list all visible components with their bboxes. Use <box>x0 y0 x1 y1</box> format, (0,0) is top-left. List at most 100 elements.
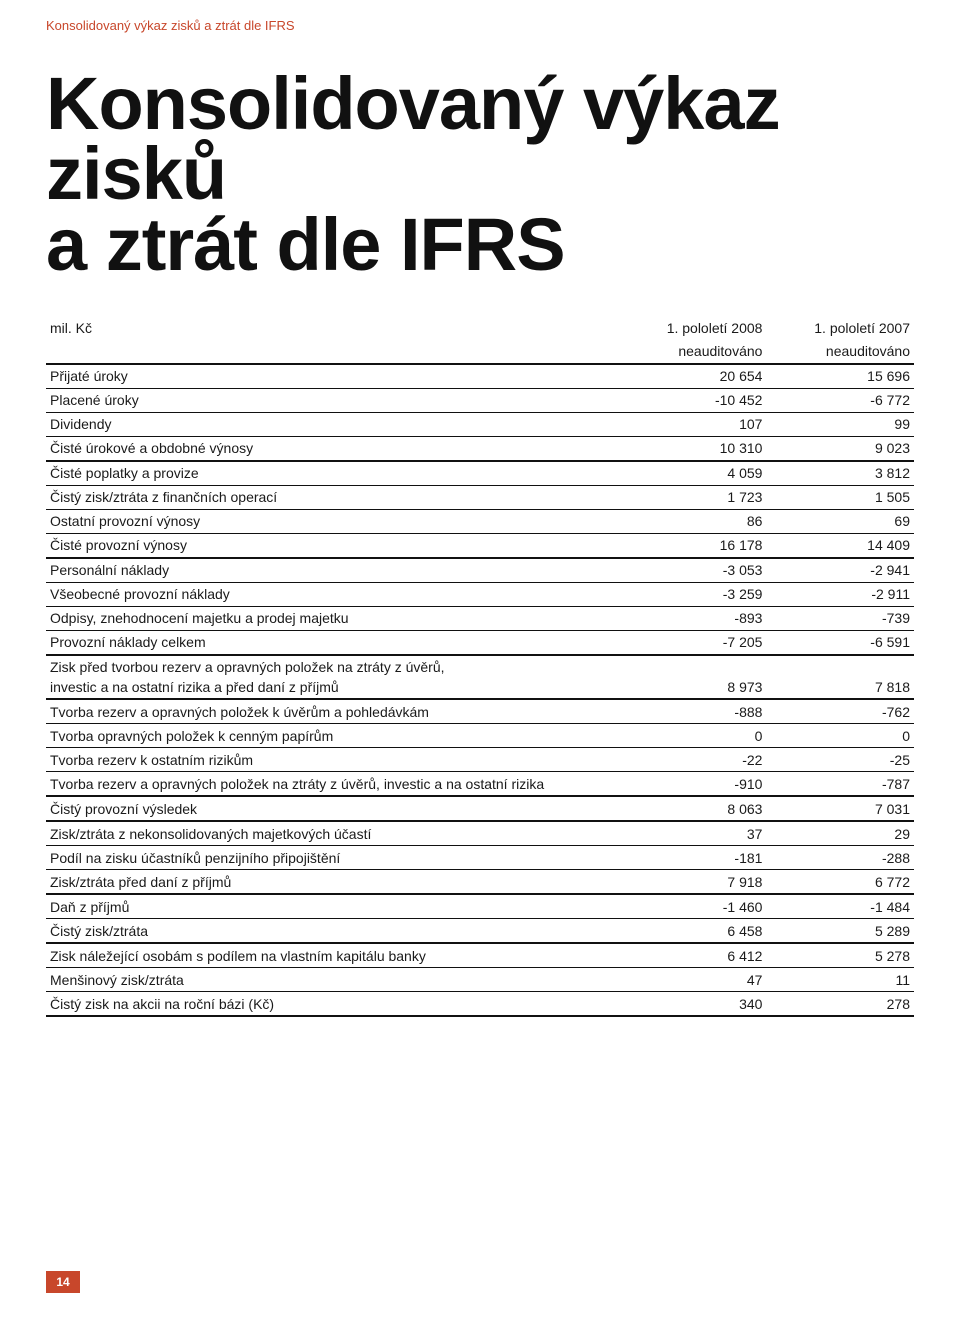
row-value-1: -910 <box>619 772 767 797</box>
table-row: Tvorba rezerv a opravných položek k úvěr… <box>46 699 914 724</box>
table-row: Odpisy, znehodnocení majetku a prodej ma… <box>46 606 914 630</box>
table-row: Podíl na zisku účastníků penzijního přip… <box>46 846 914 870</box>
table-row: Zisk náležející osobám s podílem na vlas… <box>46 943 914 968</box>
table-row: Dividendy10799 <box>46 412 914 436</box>
row-value-1: 8 973 <box>619 679 767 700</box>
row-value-2: -2 941 <box>766 558 914 583</box>
title-line-1: Konsolidovaný výkaz zisků <box>46 69 914 210</box>
row-value-1 <box>619 655 767 679</box>
row-value-2: 1 505 <box>766 485 914 509</box>
row-value-2: -25 <box>766 748 914 772</box>
row-label: Čisté poplatky a provize <box>46 461 619 486</box>
row-value-1: 86 <box>619 509 767 533</box>
row-value-2 <box>766 655 914 679</box>
row-value-2: -1 484 <box>766 894 914 919</box>
table-row: Tvorba rezerv k ostatním rizikům-22-25 <box>46 748 914 772</box>
row-label: Odpisy, znehodnocení majetku a prodej ma… <box>46 606 619 630</box>
table-row: Placené úroky-10 452-6 772 <box>46 388 914 412</box>
row-label: Zisk před tvorbou rezerv a opravných pol… <box>46 655 619 679</box>
col-subheader-1: neauditováno <box>619 339 767 364</box>
row-label: Placené úroky <box>46 388 619 412</box>
table-row: Personální náklady-3 053-2 941 <box>46 558 914 583</box>
row-value-1: -7 205 <box>619 630 767 655</box>
title-line-2: a ztrát dle IFRS <box>46 210 914 280</box>
row-value-1: -1 460 <box>619 894 767 919</box>
table-row: Čisté úrokové a obdobné výnosy10 3109 02… <box>46 436 914 461</box>
table-row: Zisk/ztráta před daní z příjmů7 9186 772 <box>46 870 914 895</box>
row-label: Provozní náklady celkem <box>46 630 619 655</box>
row-value-2: -762 <box>766 699 914 724</box>
row-label: Čistý provozní výsledek <box>46 796 619 821</box>
row-value-2: 3 812 <box>766 461 914 486</box>
col-header-period-1: 1. pololetí 2008 <box>619 320 767 340</box>
row-value-1: 8 063 <box>619 796 767 821</box>
row-value-2: 6 772 <box>766 870 914 895</box>
table-row: investic a na ostatní rizika a před daní… <box>46 679 914 700</box>
row-value-1: -893 <box>619 606 767 630</box>
row-value-2: 14 409 <box>766 533 914 558</box>
row-value-1: 16 178 <box>619 533 767 558</box>
row-value-2: 5 289 <box>766 919 914 944</box>
row-value-1: 37 <box>619 821 767 846</box>
row-value-1: 4 059 <box>619 461 767 486</box>
row-value-1: -22 <box>619 748 767 772</box>
row-label: investic a na ostatní rizika a před daní… <box>46 679 619 700</box>
row-label: Všeobecné provozní náklady <box>46 582 619 606</box>
row-label: Čistý zisk/ztráta <box>46 919 619 944</box>
row-value-2: 5 278 <box>766 943 914 968</box>
page-title: Konsolidovaný výkaz zisků a ztrát dle IF… <box>46 69 914 280</box>
table-row: Čistý zisk/ztráta z finančních operací1 … <box>46 485 914 509</box>
row-value-1: 340 <box>619 992 767 1017</box>
table-row: Přijaté úroky20 65415 696 <box>46 364 914 389</box>
row-label: Tvorba opravných položek k cenným papírů… <box>46 724 619 748</box>
row-label: Čisté provozní výnosy <box>46 533 619 558</box>
page: Konsolidovaný výkaz zisků a ztrát dle IF… <box>0 0 960 1321</box>
row-value-1: -10 452 <box>619 388 767 412</box>
row-value-1: -888 <box>619 699 767 724</box>
row-label: Menšinový zisk/ztráta <box>46 968 619 992</box>
row-label: Personální náklady <box>46 558 619 583</box>
table-row: Čisté provozní výnosy16 17814 409 <box>46 533 914 558</box>
row-value-1: -3 053 <box>619 558 767 583</box>
row-value-2: -739 <box>766 606 914 630</box>
row-value-1: 1 723 <box>619 485 767 509</box>
table-row: Menšinový zisk/ztráta4711 <box>46 968 914 992</box>
row-value-2: 7 818 <box>766 679 914 700</box>
table-row: Všeobecné provozní náklady-3 259-2 911 <box>46 582 914 606</box>
unit-label: mil. Kč <box>46 320 619 340</box>
table-header-row-1: mil. Kč 1. pololetí 2008 1. pololetí 200… <box>46 320 914 340</box>
col-header-period-2: 1. pololetí 2007 <box>766 320 914 340</box>
row-label: Tvorba rezerv a opravných položek k úvěr… <box>46 699 619 724</box>
table-row: Ostatní provozní výnosy8669 <box>46 509 914 533</box>
row-value-1: 20 654 <box>619 364 767 389</box>
table-row: Provozní náklady celkem-7 205-6 591 <box>46 630 914 655</box>
row-value-2: -288 <box>766 846 914 870</box>
row-label: Dividendy <box>46 412 619 436</box>
row-label: Zisk náležející osobám s podílem na vlas… <box>46 943 619 968</box>
blank-header <box>46 339 619 364</box>
table-header-row-2: neauditováno neauditováno <box>46 339 914 364</box>
table-row: Čistý provozní výsledek8 0637 031 <box>46 796 914 821</box>
income-statement-table: mil. Kč 1. pololetí 2008 1. pololetí 200… <box>46 320 914 1018</box>
col-subheader-2: neauditováno <box>766 339 914 364</box>
row-label: Čisté úrokové a obdobné výnosy <box>46 436 619 461</box>
row-label: Čistý zisk/ztráta z finančních operací <box>46 485 619 509</box>
row-label: Podíl na zisku účastníků penzijního přip… <box>46 846 619 870</box>
row-value-2: -6 772 <box>766 388 914 412</box>
row-value-2: 278 <box>766 992 914 1017</box>
row-value-1: 6 458 <box>619 919 767 944</box>
row-value-1: -3 259 <box>619 582 767 606</box>
row-value-2: 69 <box>766 509 914 533</box>
page-number-badge: 14 <box>46 1271 80 1293</box>
table-row: Tvorba rezerv a opravných položek na ztr… <box>46 772 914 797</box>
table-row: Zisk/ztráta z nekonsolidovaných majetkov… <box>46 821 914 846</box>
row-value-2: 15 696 <box>766 364 914 389</box>
row-label: Tvorba rezerv a opravných položek na ztr… <box>46 772 619 797</box>
row-value-1: 47 <box>619 968 767 992</box>
row-label: Čistý zisk na akcii na roční bázi (Kč) <box>46 992 619 1017</box>
row-value-2: 99 <box>766 412 914 436</box>
row-value-2: 7 031 <box>766 796 914 821</box>
row-value-2: 29 <box>766 821 914 846</box>
table-row: Tvorba opravných položek k cenným papírů… <box>46 724 914 748</box>
row-label: Přijaté úroky <box>46 364 619 389</box>
